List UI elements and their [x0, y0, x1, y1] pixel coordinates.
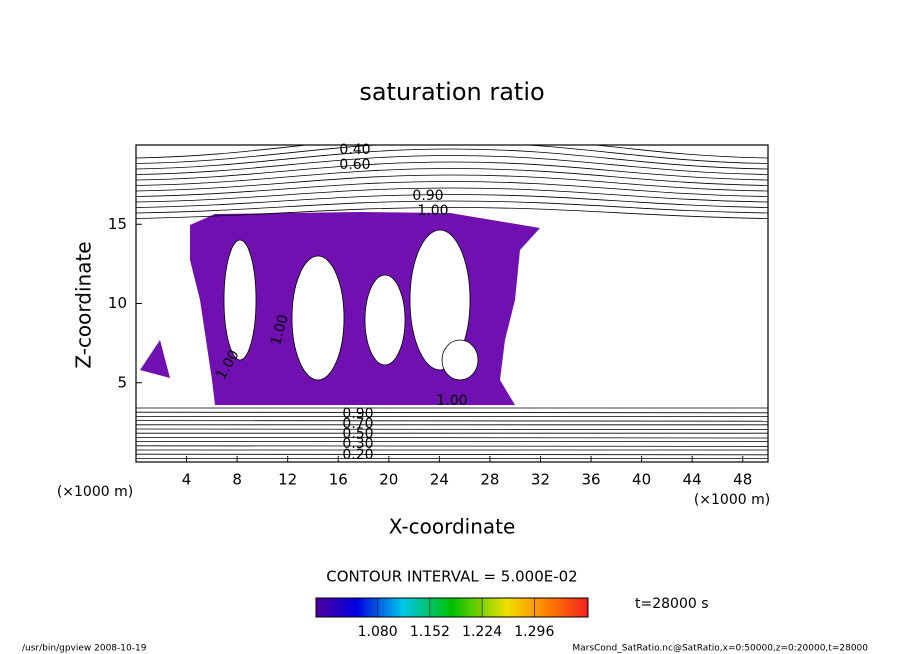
x-tick-label: 32	[531, 471, 550, 489]
contour-line	[136, 420, 768, 422]
x-tick-label: 36	[581, 471, 600, 489]
plot-area	[136, 145, 768, 459]
contour-label: 0.30	[342, 436, 373, 452]
unsaturated-hole	[223, 239, 257, 361]
contour-line	[136, 145, 768, 159]
contour-line	[136, 161, 768, 181]
contour-label: 0.50	[342, 426, 373, 442]
x-tick-label: 12	[278, 471, 297, 489]
contour-line	[136, 155, 768, 175]
contour-label: 1.00	[268, 313, 292, 347]
x-tick-label: 8	[232, 471, 242, 489]
x-tick-label: 4	[182, 471, 192, 489]
time-label: t=28000 s	[635, 596, 709, 612]
contour-line	[136, 445, 768, 447]
y-tick-label: 5	[117, 373, 127, 391]
x-tick-label: 24	[430, 471, 449, 489]
x-tick-label: 20	[379, 471, 398, 489]
contour-label: 0.60	[339, 157, 370, 173]
unsaturated-hole	[441, 339, 479, 381]
contour-label: 0.20	[342, 447, 373, 463]
colorbar-tick-label: 1.152	[410, 624, 450, 640]
colorbar-tick-label: 1.224	[462, 624, 502, 640]
unsaturated-hole	[364, 274, 406, 366]
contour-label: 0.70	[342, 416, 373, 432]
x-unit-label: (×1000 m)	[694, 492, 770, 508]
contour-label: 0.90	[342, 406, 373, 422]
contour-line	[136, 148, 768, 170]
contour-label: 0.90	[412, 188, 443, 204]
colorbar-tick-label: 1.296	[514, 624, 554, 640]
contour-line	[136, 437, 768, 439]
contour-line	[136, 194, 768, 208]
y-axis-label: Z-coordinate	[72, 241, 96, 368]
colorbar-tick-label: 1.080	[358, 624, 398, 640]
contour-label: 0.40	[339, 142, 370, 158]
y-tick-label: 10	[108, 294, 127, 312]
colorbar	[315, 597, 589, 618]
x-tick-label: 40	[632, 471, 651, 489]
contour-line	[136, 174, 768, 192]
contour-label: 1.00	[436, 393, 467, 409]
contour-line	[136, 428, 768, 430]
contour-interval: CONTOUR INTERVAL = 5.000E-02	[326, 568, 577, 586]
footer-left: /usr/bin/gpview 2008-10-19	[22, 644, 147, 654]
contour-line	[136, 207, 768, 219]
unsaturated-hole	[291, 255, 345, 381]
x-tick-label: 28	[480, 471, 499, 489]
chart-title: saturation ratio	[359, 78, 544, 106]
contour-line	[136, 453, 768, 456]
x-unit-label: (×1000 m)	[57, 484, 133, 500]
contour-line	[136, 168, 768, 186]
x-axis-label: X-coordinate	[389, 515, 516, 539]
supersaturated-region	[140, 340, 170, 378]
unsaturated-hole	[409, 229, 471, 371]
footer-right: MarsCond_SatRatio.nc@SatRatio,x=0:50000,…	[572, 644, 868, 654]
contour-line	[136, 411, 768, 414]
contour-label: 1.00	[417, 203, 448, 219]
contour-line	[136, 200, 768, 214]
contour-line	[136, 145, 768, 164]
contour-line	[136, 181, 768, 197]
y-tick-label: 15	[108, 215, 127, 233]
x-tick-label: 44	[683, 471, 702, 489]
contour-line	[136, 187, 768, 203]
x-tick-label: 16	[329, 471, 348, 489]
x-tick-label: 48	[733, 471, 752, 489]
